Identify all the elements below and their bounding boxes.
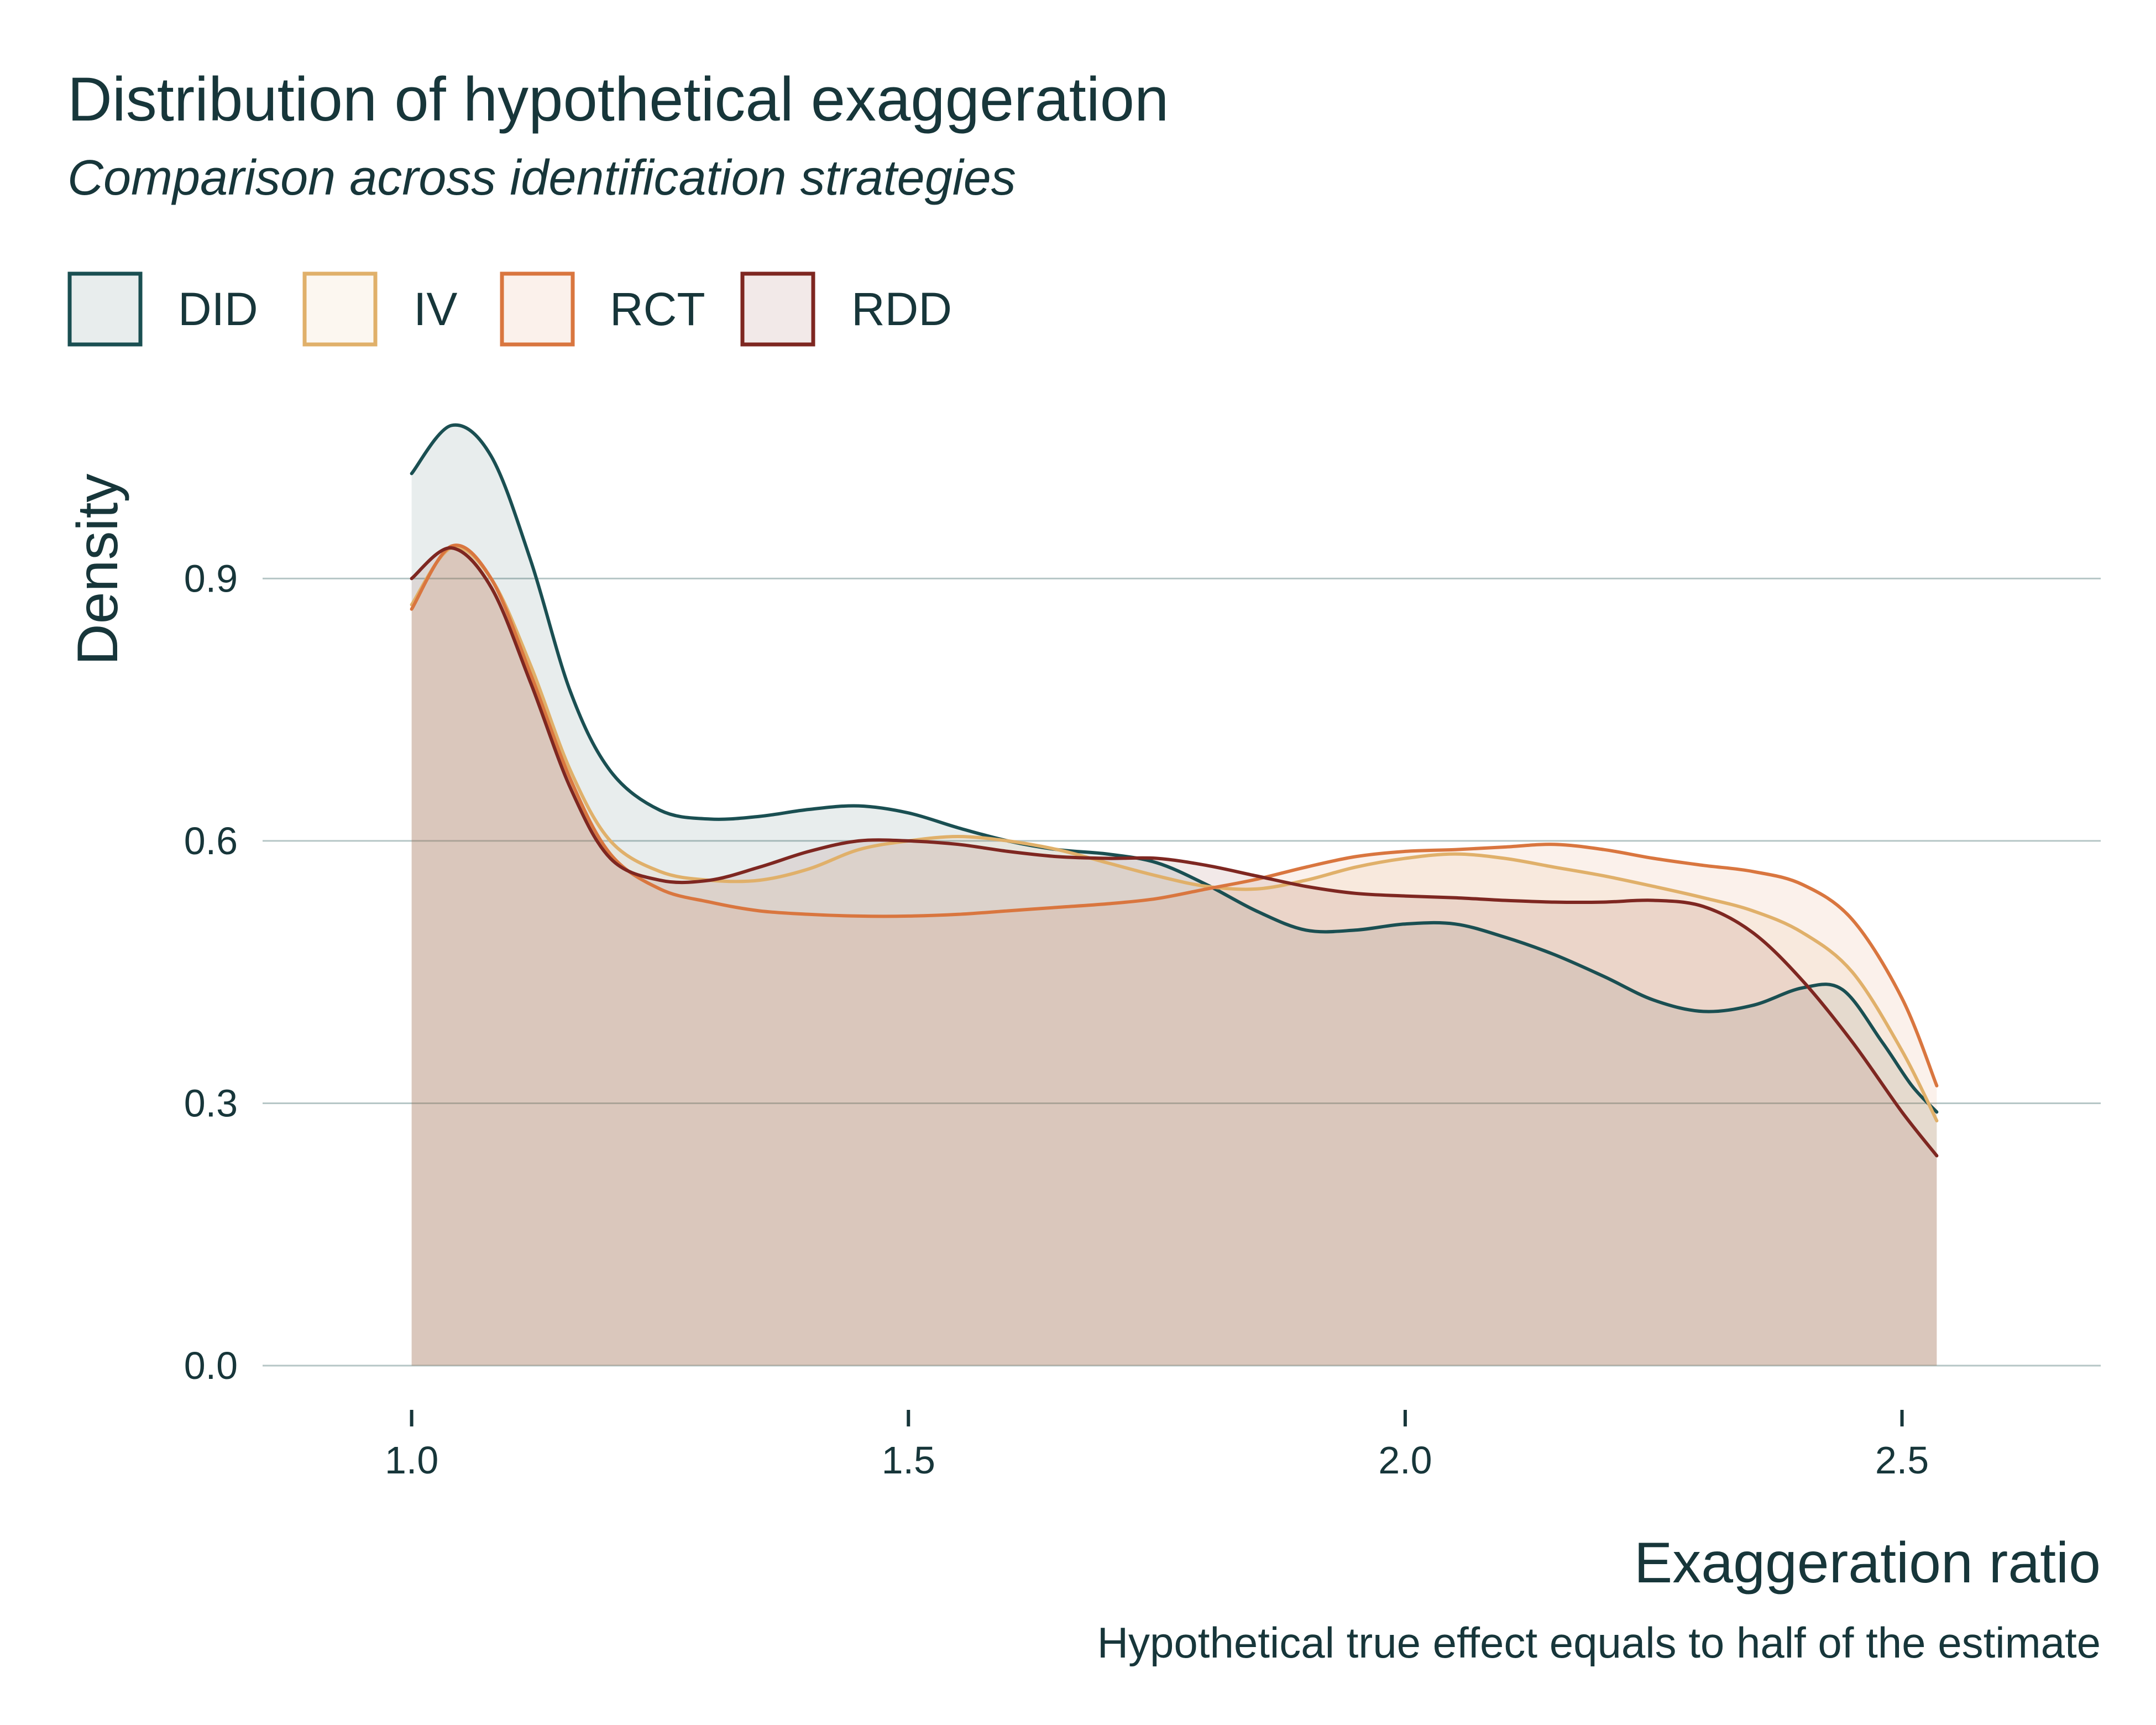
x-axis: 1.0 1.5 2.0 2.5: [385, 1410, 1929, 1482]
legend-swatch-did: [67, 271, 143, 347]
legend-swatch-rdd: [740, 271, 815, 347]
chart-caption: Hypothetical true effect equals to half …: [1097, 1618, 2101, 1667]
legend-item-did: DID: [67, 271, 258, 347]
legend-label-did: DID: [178, 283, 258, 335]
x-axis-title: Exaggeration ratio: [1634, 1531, 2101, 1595]
density-lines: [410, 423, 1939, 1158]
y-axis-title: Density: [66, 474, 130, 666]
y-tick-label-3: 0.9: [184, 557, 238, 600]
y-tick-label-1: 0.3: [184, 1081, 238, 1125]
legend-label-rct: RCT: [610, 283, 705, 335]
legend: DID IV RCT RDD: [67, 271, 952, 347]
chart-title: Distribution of hypothetical exaggeratio…: [67, 65, 1169, 134]
line-rct: [410, 543, 1939, 1088]
area-rct: [411, 545, 1937, 1366]
legend-label-rdd: RDD: [851, 283, 952, 335]
area-rdd: [411, 547, 1937, 1366]
line-did: [410, 423, 1939, 1114]
y-tick-label-0: 0.0: [184, 1344, 238, 1387]
line-rdd: [410, 546, 1939, 1158]
chart-subtitle: Comparison across identification strateg…: [67, 150, 1016, 206]
legend-item-rct: RCT: [500, 271, 705, 347]
legend-swatch-iv: [302, 271, 378, 347]
legend-swatch-rct: [500, 271, 575, 347]
x-tick-label-1: 1.5: [882, 1439, 935, 1482]
legend-item-iv: IV: [302, 271, 457, 347]
y-tick-label-2: 0.6: [184, 819, 238, 862]
area-iv: [411, 547, 1937, 1366]
gridlines: [263, 577, 2101, 1367]
y-axis: 0.0 0.3 0.6 0.9: [184, 557, 238, 1387]
line-iv: [410, 545, 1939, 1123]
legend-item-rdd: RDD: [740, 271, 952, 347]
x-tick-label-3: 2.5: [1875, 1439, 1929, 1482]
x-tick-label-2: 2.0: [1378, 1439, 1432, 1482]
legend-label-iv: IV: [414, 283, 457, 335]
x-tick-label-0: 1.0: [385, 1439, 438, 1482]
